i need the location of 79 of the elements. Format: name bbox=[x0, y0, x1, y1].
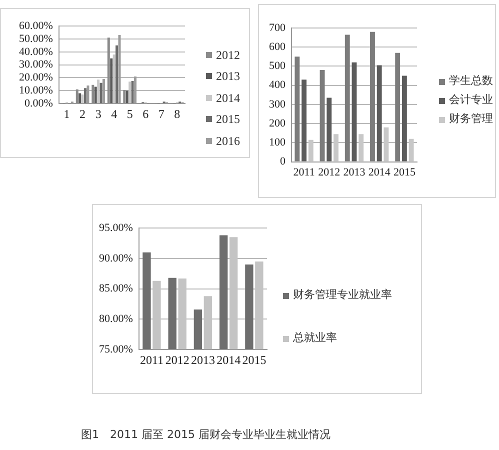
x-tick-label: 2015 bbox=[393, 166, 416, 178]
x-tick-label: 2013 bbox=[343, 166, 366, 178]
y-tick-label: 200 bbox=[269, 117, 286, 130]
legend-label: 2014 bbox=[216, 90, 240, 105]
y-tick-label: 300 bbox=[269, 98, 286, 110]
bar bbox=[126, 90, 128, 104]
bar bbox=[110, 58, 113, 104]
bar bbox=[94, 86, 97, 104]
bar bbox=[97, 80, 100, 104]
x-tick-label: 2012 bbox=[165, 352, 190, 367]
bar bbox=[78, 93, 82, 104]
y-tick-label: 700 bbox=[269, 22, 286, 34]
bar bbox=[334, 134, 338, 162]
bar bbox=[107, 38, 110, 104]
legend-label: 总就业率 bbox=[293, 332, 337, 344]
x-tick-label: 2011 bbox=[293, 166, 315, 178]
y-tick-label: 100 bbox=[269, 136, 286, 149]
legend-label: 2012 bbox=[216, 48, 240, 62]
bar bbox=[352, 62, 357, 162]
bar bbox=[116, 45, 118, 104]
x-tick-label: 2 bbox=[80, 106, 86, 121]
bar bbox=[100, 82, 102, 104]
y-tick-label: 75.00% bbox=[98, 343, 133, 356]
bar bbox=[384, 127, 389, 162]
bar bbox=[302, 80, 307, 162]
bar bbox=[344, 34, 350, 162]
x-tick-label: 2014 bbox=[368, 166, 391, 178]
bar bbox=[294, 56, 300, 162]
legend-label: 财务管理 bbox=[449, 113, 493, 125]
bar bbox=[84, 88, 87, 104]
x-tick-label: 2014 bbox=[216, 352, 241, 367]
x-tick-label: 7 bbox=[158, 106, 164, 121]
x-tick-label: 1 bbox=[64, 106, 70, 121]
bar bbox=[76, 89, 78, 104]
y-tick-label: 85.00% bbox=[98, 282, 133, 295]
x-tick-label: 2012 bbox=[318, 166, 340, 178]
x-tick-label: 6 bbox=[142, 106, 149, 121]
x-tick-label: 2015 bbox=[242, 352, 266, 367]
bar bbox=[320, 70, 325, 162]
y-tick-label: 30.00% bbox=[18, 58, 53, 71]
bar bbox=[408, 138, 414, 162]
x-tick-label: 2011 bbox=[140, 352, 164, 367]
caption: 图1 2011 届至 2015 届财会专业毕业生就业情况 bbox=[81, 427, 330, 442]
y-tick-label: 600 bbox=[269, 41, 286, 54]
bar bbox=[326, 98, 332, 162]
y-tick-label: 40.00% bbox=[18, 46, 53, 58]
bar bbox=[395, 52, 400, 162]
bar bbox=[81, 94, 84, 104]
legend-label: 财务管理专业就业率 bbox=[293, 289, 392, 301]
bar bbox=[128, 82, 132, 104]
legend-label: 会计专业 bbox=[449, 94, 493, 106]
legend-label: 2013 bbox=[216, 69, 240, 84]
y-tick-label: 20.00% bbox=[18, 72, 53, 84]
bar bbox=[92, 84, 94, 104]
bar bbox=[131, 80, 134, 104]
x-tick-label: 3 bbox=[95, 106, 102, 121]
y-tick-label: 0.00% bbox=[24, 97, 53, 110]
y-tick-label: 0 bbox=[280, 156, 286, 168]
y-tick-label: 90.00% bbox=[98, 252, 133, 264]
y-tick-label: 10.00% bbox=[18, 84, 53, 97]
bar bbox=[123, 90, 126, 104]
y-tick-label: 80.00% bbox=[98, 313, 133, 326]
bar bbox=[402, 76, 407, 162]
y-tick-label: 95.00% bbox=[98, 222, 133, 234]
bar bbox=[376, 65, 382, 162]
legend-label: 学生总数 bbox=[449, 75, 493, 87]
bar bbox=[358, 134, 364, 162]
bar bbox=[370, 32, 375, 162]
x-tick-label: 4 bbox=[111, 106, 118, 121]
legend-label: 2016 bbox=[216, 134, 240, 148]
y-tick-label: 50.00% bbox=[18, 32, 53, 45]
x-tick-label: 2013 bbox=[190, 352, 215, 367]
x-tick-label: 8 bbox=[174, 106, 180, 121]
x-tick-label: 5 bbox=[126, 106, 133, 121]
bar bbox=[112, 54, 116, 104]
y-tick-label: 400 bbox=[269, 79, 286, 92]
y-tick-label: 500 bbox=[269, 60, 286, 72]
bar bbox=[308, 140, 314, 162]
y-tick-label: 60.00% bbox=[18, 20, 53, 32]
